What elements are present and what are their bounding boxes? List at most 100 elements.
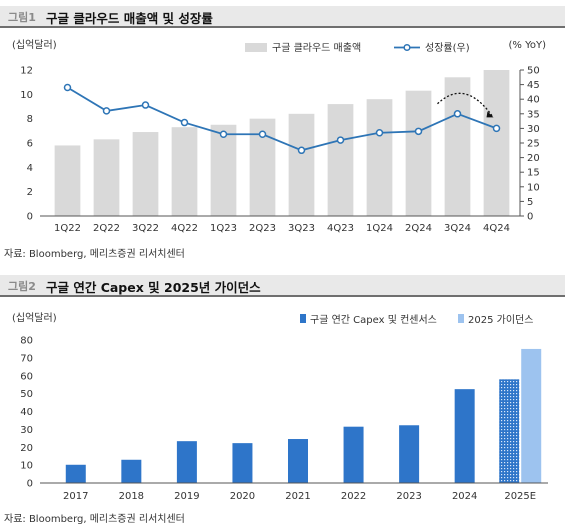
figure1-header: 그림1 구글 클라우드 매출액 및 성장률 [0,6,565,28]
revenue-bar [405,90,432,216]
right-axis-unit: (% YoY) [509,40,547,51]
x-tick-label: 2Q23 [249,223,276,234]
growth-point [375,129,384,137]
legend-marker-growth [403,43,411,52]
right-tick-label: 40 [527,95,540,106]
legend-swatch-guidance [458,314,464,323]
figure1-title: 구글 클라우드 매출액 및 성장률 [46,11,213,26]
legend-label-guidance: 2025 가이던스 [468,314,533,326]
capex-consensus-bar [499,379,520,483]
y-tick-label: 60 [20,371,33,382]
growth-point [102,107,111,115]
right-tick-label: 35 [527,109,540,120]
right-tick-label: 5 [527,197,533,208]
cloud-revenue-chart: (십억달러) (% YoY) 구글 클라우드 매출액 성장률(우) 0 2 4 6 8 10 12 0… [12,39,547,234]
capex-bar [399,425,420,483]
left-tick-label: 10 [20,90,33,101]
x-tick-label: 1Q23 [210,223,237,234]
y-tick-label: 20 [20,443,33,454]
capex-guidance-bar [521,348,542,483]
figure1-number: 그림1 [8,11,36,24]
capex-bar [454,389,475,483]
x-tick-label: 3Q23 [288,223,315,234]
left-tick-label: 2 [27,187,33,198]
capex-bar [65,464,86,483]
revenue-bar [327,104,354,216]
x-tick-label: 2018 [119,491,144,502]
capex-bar [288,439,308,483]
growth-point [336,136,345,144]
growth-point [297,146,306,155]
growth-point [258,130,267,138]
growth-point [63,83,72,92]
figure2-source: 자료: Bloomberg, 메리츠증권 리서치센터 [4,514,185,525]
y-tick-label: 30 [20,425,33,436]
x-tick-label: 1Q24 [366,223,393,234]
revenue-bar [132,132,159,216]
y-tick-label: 50 [20,389,33,400]
right-tick-label: 20 [527,153,540,164]
growth-point [453,110,462,118]
x-tick-label: 2021 [285,491,310,502]
y-tick-label: 70 [20,353,33,364]
x-tick-label: 2024 [452,491,477,502]
x-tick-label: 3Q24 [444,223,471,234]
y-tick-label: 0 [27,479,33,490]
figure2-header: 그림2 구글 연간 Capex 및 2025년 가이던스 [0,275,565,297]
revenue-bar [288,113,315,216]
x-tick-label: 2022 [341,491,366,502]
revenue-bar [444,77,471,216]
right-tick-label: 10 [527,182,540,193]
growth-point [414,127,423,136]
revenue-bar [54,145,81,216]
left-tick-label: 4 [27,163,33,174]
right-tick-label: 15 [527,168,540,179]
legend-swatch-revenue [245,43,267,52]
capex-chart: (십억달러) 구글 연간 Capex 및 컨센서스 2025 가이던스 0 10 20 30… [12,312,548,502]
capex-bar [232,443,253,483]
x-tick-label: 3Q22 [132,223,159,234]
legend-label-capex: 구글 연간 Capex 및 컨센서스 [310,314,437,326]
y-tick-label: 10 [20,461,33,472]
x-tick-label: 4Q22 [171,223,198,234]
legend-label-growth: 성장률(우) [425,42,470,54]
revenue-bar [366,99,393,216]
x-tick-label: 2020 [230,491,255,502]
legend-label-revenue: 구글 클라우드 매출액 [272,42,361,54]
annotation-arrowhead [486,111,494,118]
figure1-source: 자료: Bloomberg, 메리츠증권 리서치센터 [4,249,185,260]
figure2-number: 그림2 [8,280,36,293]
right-tick-label: 50 [527,66,540,77]
left-axis-unit: (십억달러) [12,39,57,51]
left-tick-label: 0 [27,212,33,223]
left-axis-unit: (십억달러) [12,312,57,324]
revenue-bar [93,139,120,216]
x-tick-label: 2023 [396,491,421,502]
growth-point [141,101,150,109]
left-tick-label: 12 [20,66,33,77]
growth-line [67,86,497,152]
capex-bar [343,426,364,483]
x-tick-label: 2017 [63,491,88,502]
growth-point [180,118,189,127]
legend-swatch-capex [300,314,306,323]
right-tick-label: 0 [527,212,533,223]
revenue-bar [210,124,237,216]
x-tick-label: 2025E [504,491,536,502]
x-tick-label: 1Q22 [54,223,81,234]
y-tick-label: 40 [20,407,33,418]
left-tick-label: 6 [27,139,33,150]
right-tick-label: 45 [527,80,540,91]
growth-point [492,124,501,133]
x-tick-label: 2Q22 [93,223,120,234]
revenue-bar [171,127,198,216]
capex-bar [176,441,197,483]
x-tick-label: 2Q24 [405,223,432,234]
right-tick-label: 30 [527,124,540,135]
x-tick-label: 4Q23 [327,223,354,234]
left-tick-label: 8 [27,114,33,125]
y-tick-label: 80 [20,336,33,347]
capex-bar [121,459,142,483]
right-tick-label: 25 [527,139,540,150]
x-tick-label: 2019 [174,491,199,502]
